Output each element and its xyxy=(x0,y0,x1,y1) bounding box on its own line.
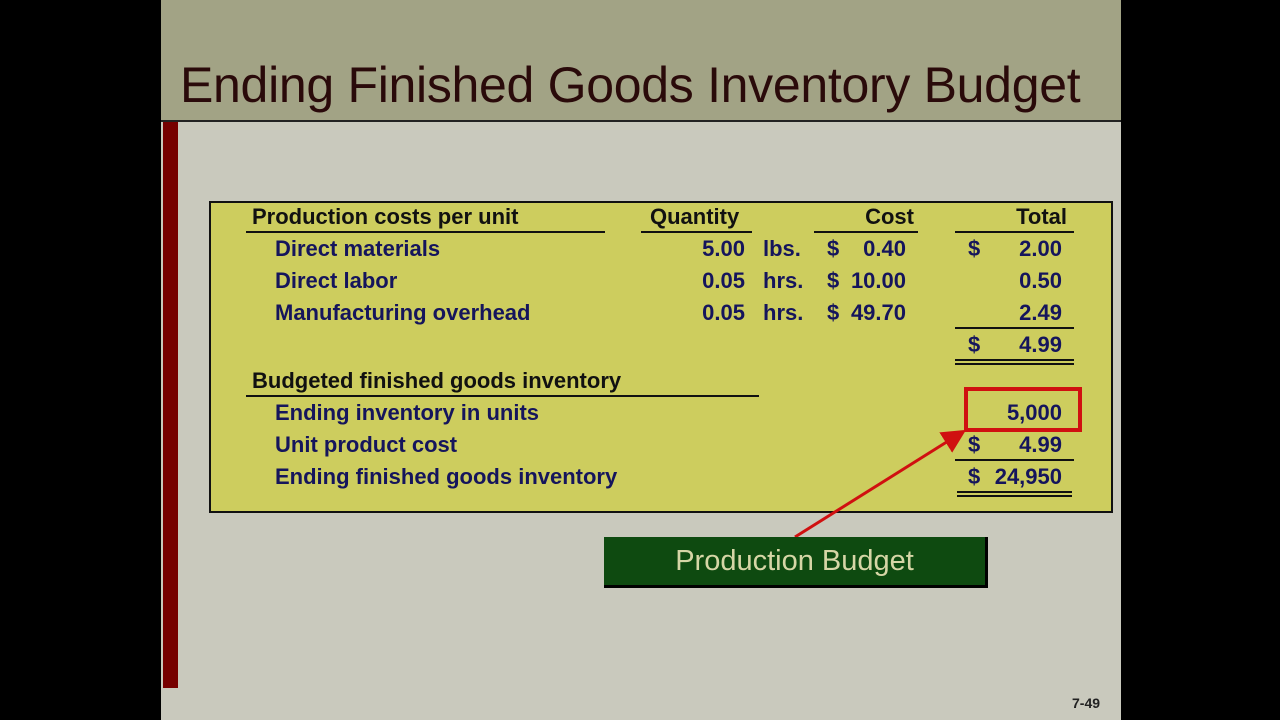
accent-bar xyxy=(163,122,178,688)
row-label: Direct materials xyxy=(275,236,441,261)
row-total-sign: $ xyxy=(968,236,981,261)
row-cost: 10.00 xyxy=(850,268,906,293)
row-quantity: 5.00 xyxy=(702,236,745,261)
header-underline xyxy=(814,231,918,233)
section2-header: Budgeted finished goods inventory xyxy=(252,368,622,393)
unit-cost-value: 4.99 xyxy=(1019,432,1062,457)
row-label: Unit product cost xyxy=(275,432,458,457)
row-cost: 49.70 xyxy=(850,300,906,325)
production-budget-callout: Production Budget xyxy=(604,537,988,588)
header-underline xyxy=(246,231,605,233)
row-total: 2.49 xyxy=(1019,300,1062,325)
header-cost: Cost xyxy=(865,204,914,229)
slide-title: Ending Finished Goods Inventory Budget xyxy=(180,57,1081,113)
row-label: Direct labor xyxy=(275,268,398,293)
row-quantity: 0.05 xyxy=(702,300,745,325)
row-cost-sign: $ xyxy=(827,268,840,293)
slide-header: Ending Finished Goods Inventory Budget xyxy=(161,0,1121,122)
row-cost: 0.40 xyxy=(863,236,906,261)
double-underline xyxy=(955,359,1074,361)
row-sign: $ xyxy=(968,464,981,489)
ending-fg-value: 24,950 xyxy=(994,464,1062,489)
subtotal-line xyxy=(955,327,1074,329)
header-underline xyxy=(955,231,1074,233)
row-label: Ending finished goods inventory xyxy=(275,464,618,489)
row-sign: $ xyxy=(968,432,981,457)
double-underline xyxy=(957,495,1072,497)
section2-underline xyxy=(246,395,759,397)
total-line xyxy=(955,459,1074,461)
double-underline xyxy=(955,363,1074,365)
row-cost-sign: $ xyxy=(827,236,840,261)
row-unit: lbs. xyxy=(763,236,801,261)
subtotal-value: 4.99 xyxy=(1019,332,1062,357)
row-unit: hrs. xyxy=(763,268,804,293)
row-total: 2.00 xyxy=(1019,236,1062,261)
double-underline xyxy=(957,491,1072,493)
slide: Ending Finished Goods Inventory Budget P… xyxy=(161,0,1121,720)
header-underline xyxy=(641,231,752,233)
row-label: Ending inventory in units xyxy=(275,400,539,425)
row-cost-sign: $ xyxy=(827,300,840,325)
highlight-box xyxy=(964,387,1082,432)
header-quantity: Quantity xyxy=(650,204,740,229)
row-label: Manufacturing overhead xyxy=(275,300,531,325)
row-unit: hrs. xyxy=(763,300,804,325)
header-total: Total xyxy=(1016,204,1067,229)
budget-table xyxy=(209,201,1113,513)
subtotal-sign: $ xyxy=(968,332,981,357)
callout-arrow xyxy=(794,429,967,539)
header-production-costs: Production costs per unit xyxy=(252,204,519,229)
row-quantity: 0.05 xyxy=(702,268,745,293)
page-number: 7-49 xyxy=(1072,695,1101,711)
ending-units-value: 5,000 xyxy=(1006,400,1062,425)
row-total: 0.50 xyxy=(1019,268,1062,293)
